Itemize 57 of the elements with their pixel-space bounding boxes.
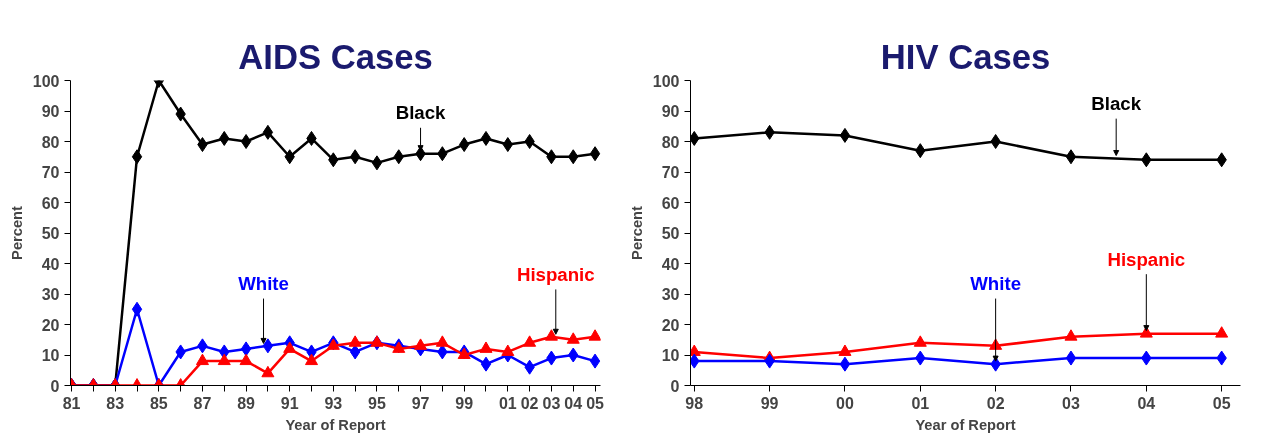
- x-tick-label: 98: [685, 394, 704, 412]
- series-label: Black: [395, 102, 447, 124]
- text: Hispanic: [516, 263, 595, 285]
- y-tick-label: 40: [41, 255, 60, 273]
- chart-title: HIV Cases: [880, 37, 1051, 76]
- x-tick-label: 01: [911, 394, 930, 412]
- x-tick-label: 83: [106, 394, 125, 412]
- x-tick-label: 99: [760, 394, 779, 412]
- y-tick-label: 40: [661, 255, 680, 273]
- x-tick-label: 05: [586, 394, 605, 412]
- y-tick-label: 70: [661, 164, 680, 181]
- x-tick-label: 01: [498, 394, 517, 412]
- text: White: [238, 273, 289, 294]
- x-tick-label: 02: [520, 394, 539, 412]
- x-axis-title: Year of Report: [915, 416, 1016, 433]
- x-tick-label: 89: [237, 394, 256, 412]
- x-tick-label: 02: [986, 394, 1005, 412]
- y-tick-label: 90: [41, 103, 60, 120]
- x-tick-label: 91: [280, 394, 299, 412]
- x-tick-label: 97: [411, 394, 430, 412]
- y-tick-label: 100: [652, 72, 680, 90]
- y-axis-title: Percent: [8, 206, 25, 260]
- x-tick-label: 03: [542, 394, 561, 412]
- text: Black: [1091, 93, 1142, 115]
- y-axis-title: Percent: [628, 206, 645, 260]
- x-tick-label: 85: [149, 394, 168, 412]
- y-tick-label: 80: [41, 133, 60, 151]
- text: White: [970, 273, 1022, 294]
- y-tick-label: 30: [661, 286, 680, 303]
- x-tick-label: 81: [62, 394, 81, 412]
- chart-title: AIDS Cases: [238, 37, 433, 76]
- x-tick-label: 05: [1212, 394, 1231, 412]
- x-axis-title: Year of Report: [285, 416, 386, 433]
- y-tick-label: 100: [32, 72, 60, 90]
- x-tick-label: 93: [324, 394, 343, 412]
- y-tick-label: 30: [41, 286, 60, 303]
- y-tick-label: 60: [661, 194, 680, 212]
- y-tick-label: 10: [41, 347, 60, 364]
- x-tick-label: 03: [1062, 394, 1080, 412]
- y-tick-label: 60: [41, 194, 60, 212]
- x-tick-label: 87: [193, 394, 212, 412]
- y-tick-label: 70: [41, 164, 60, 181]
- y-tick-label: 50: [41, 225, 60, 242]
- y-tick-label: 90: [661, 103, 680, 120]
- y-tick-label: 80: [661, 133, 680, 151]
- y-tick-label: 50: [661, 225, 680, 242]
- y-tick-label: 20: [661, 316, 680, 334]
- x-tick-label: 04: [1137, 394, 1156, 412]
- text: Hispanic: [1107, 248, 1186, 270]
- x-tick-label: 04: [564, 394, 583, 412]
- x-tick-label: 99: [455, 394, 474, 412]
- y-tick-label: 0: [670, 377, 680, 395]
- y-tick-label: 10: [661, 347, 680, 364]
- x-tick-label: 00: [836, 394, 854, 412]
- y-tick-label: 20: [41, 316, 60, 334]
- y-tick-label: 0: [50, 377, 60, 395]
- x-tick-label: 95: [368, 394, 386, 412]
